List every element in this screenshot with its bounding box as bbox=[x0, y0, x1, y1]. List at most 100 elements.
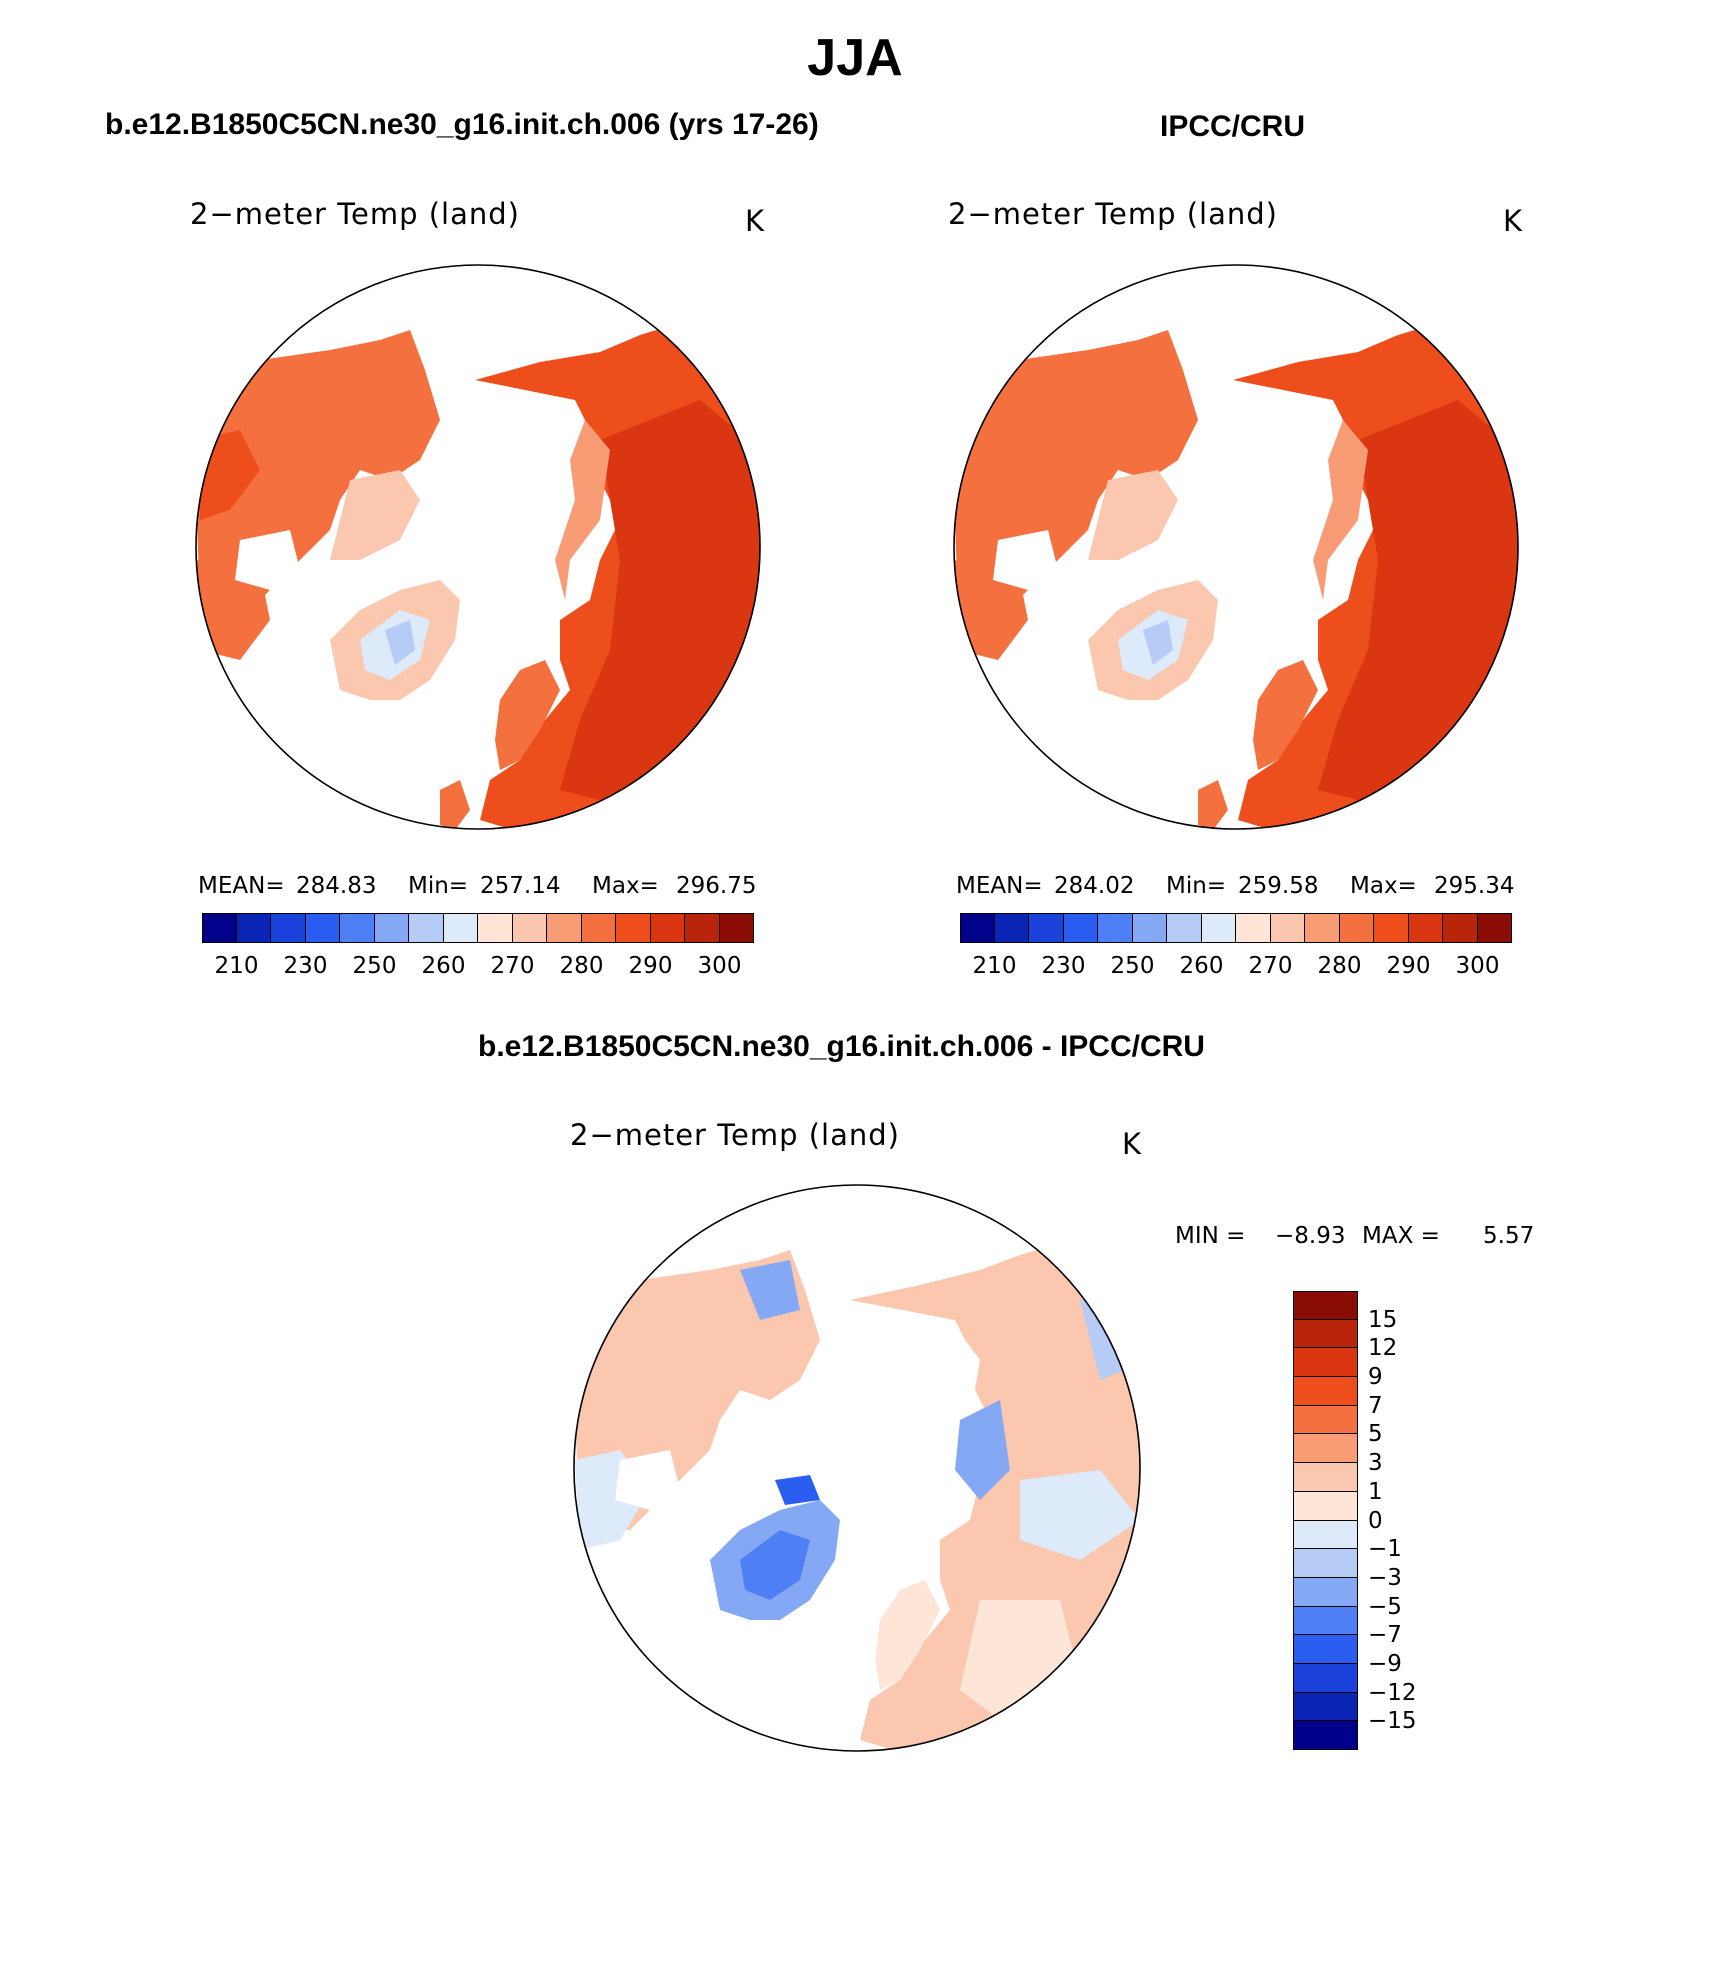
colorbar-swatch bbox=[1293, 1549, 1358, 1578]
model-colorbar-labels: 210 230 250 260 270 280 290 300 bbox=[202, 953, 754, 983]
colorbar-tick-label: 290 bbox=[1386, 953, 1431, 979]
obs-colorbar-labels: 210 230 250 260 270 280 290 300 bbox=[960, 953, 1512, 983]
colorbar-swatch bbox=[1293, 1606, 1358, 1636]
obs-map bbox=[954, 265, 1518, 829]
colorbar-tick-label: 12 bbox=[1368, 1335, 1398, 1362]
model-min-value: 257.14 bbox=[480, 873, 561, 899]
model-max-label: Max= bbox=[592, 873, 659, 899]
colorbar-swatch bbox=[650, 913, 685, 943]
colorbar-tick-label: 15 bbox=[1368, 1306, 1398, 1333]
obs-mean-label: MEAN= bbox=[956, 873, 1043, 899]
model-max-value: 296.75 bbox=[676, 873, 757, 899]
colorbar-tick-label: 280 bbox=[1317, 953, 1362, 979]
colorbar-swatch bbox=[1236, 913, 1271, 943]
colorbar-tick-label: 0 bbox=[1368, 1507, 1383, 1534]
colorbar-swatch bbox=[547, 913, 582, 943]
colorbar-swatch bbox=[1132, 913, 1167, 943]
colorbar-tick-label: −7 bbox=[1368, 1622, 1402, 1649]
colorbar-swatch bbox=[1374, 913, 1409, 943]
model-min-label: Min= bbox=[408, 873, 469, 899]
colorbar-tick-label: 5 bbox=[1368, 1421, 1383, 1448]
model-map bbox=[196, 265, 760, 829]
colorbar-swatch bbox=[409, 913, 444, 943]
colorbar-swatch bbox=[478, 913, 513, 943]
colorbar-swatch bbox=[719, 913, 754, 943]
colorbar-swatch bbox=[443, 913, 478, 943]
colorbar-tick-label: 300 bbox=[697, 953, 742, 979]
model-units-label: K bbox=[745, 204, 766, 238]
colorbar-tick-label: 3 bbox=[1368, 1450, 1383, 1477]
obs-panel-title: IPCC/CRU bbox=[1160, 110, 1306, 143]
diff-variable-label: 2−meter Temp (land) bbox=[570, 1118, 900, 1152]
obs-max-value: 295.34 bbox=[1434, 873, 1515, 899]
model-panel-title: b.e12.B1850C5CN.ne30_g16.init.ch.006 (yr… bbox=[105, 108, 819, 141]
colorbar-swatch bbox=[1293, 1692, 1358, 1722]
colorbar-tick-label: −1 bbox=[1368, 1536, 1402, 1563]
colorbar-swatch bbox=[1293, 1635, 1358, 1664]
figure-title: JJA bbox=[807, 29, 903, 87]
colorbar-tick-label: 230 bbox=[1041, 953, 1086, 979]
colorbar-swatch bbox=[1293, 1663, 1358, 1693]
diff-map-border bbox=[573, 1184, 1141, 1752]
obs-mean-value: 284.02 bbox=[1054, 873, 1135, 899]
colorbar-tick-label: 250 bbox=[1110, 953, 1155, 979]
obs-variable-label: 2−meter Temp (land) bbox=[948, 197, 1278, 231]
obs-colorbar bbox=[960, 913, 1512, 943]
colorbar-swatch bbox=[512, 913, 547, 943]
colorbar-tick-label: 7 bbox=[1368, 1392, 1383, 1419]
diff-colorbar-labels: 15 12 9 7 5 3 1 0 −1 −3 −5 −7 −9 −12 −15 bbox=[1368, 1291, 1458, 1750]
colorbar-tick-label: 260 bbox=[1179, 953, 1224, 979]
colorbar-tick-label: 250 bbox=[352, 953, 397, 979]
obs-min-value: 259.58 bbox=[1238, 873, 1319, 899]
colorbar-swatch bbox=[1477, 913, 1512, 943]
colorbar-tick-label: 9 bbox=[1368, 1364, 1383, 1391]
diff-colorbar bbox=[1293, 1291, 1358, 1750]
model-mean-label: MEAN= bbox=[198, 873, 285, 899]
colorbar-swatch bbox=[1293, 1377, 1358, 1406]
colorbar-tick-label: 260 bbox=[421, 953, 466, 979]
colorbar-tick-label: 270 bbox=[490, 953, 535, 979]
colorbar-swatch bbox=[236, 913, 271, 943]
obs-map-border bbox=[953, 264, 1519, 830]
obs-min-label: Min= bbox=[1166, 873, 1227, 899]
colorbar-tick-label: 230 bbox=[283, 953, 328, 979]
colorbar-swatch bbox=[1098, 913, 1133, 943]
obs-max-label: Max= bbox=[1350, 873, 1417, 899]
colorbar-swatch bbox=[581, 913, 616, 943]
obs-units-label: K bbox=[1503, 204, 1524, 238]
colorbar-swatch bbox=[1293, 1491, 1358, 1521]
colorbar-tick-label: 210 bbox=[214, 953, 259, 979]
diff-min-label: MIN = bbox=[1175, 1223, 1246, 1249]
colorbar-swatch bbox=[374, 913, 409, 943]
colorbar-swatch bbox=[1293, 1520, 1358, 1550]
colorbar-swatch bbox=[994, 913, 1029, 943]
colorbar-tick-label: −15 bbox=[1368, 1708, 1417, 1735]
colorbar-swatch bbox=[1293, 1319, 1358, 1349]
model-map-border bbox=[195, 264, 761, 830]
colorbar-swatch bbox=[1167, 913, 1202, 943]
model-mean-value: 284.83 bbox=[296, 873, 377, 899]
colorbar-swatch bbox=[685, 913, 720, 943]
colorbar-swatch bbox=[1443, 913, 1478, 943]
diff-units-label: K bbox=[1122, 1127, 1143, 1161]
diff-max-label: MAX = bbox=[1362, 1223, 1440, 1249]
colorbar-swatch bbox=[1293, 1434, 1358, 1464]
colorbar-tick-label: 1 bbox=[1368, 1478, 1383, 1505]
colorbar-swatch bbox=[1293, 1405, 1358, 1435]
colorbar-swatch bbox=[1293, 1721, 1358, 1750]
colorbar-swatch bbox=[1201, 913, 1236, 943]
colorbar-swatch bbox=[305, 913, 340, 943]
colorbar-swatch bbox=[1293, 1463, 1358, 1492]
colorbar-swatch bbox=[1293, 1291, 1358, 1320]
colorbar-swatch bbox=[960, 913, 995, 943]
model-variable-label: 2−meter Temp (land) bbox=[190, 197, 520, 231]
colorbar-swatch bbox=[1293, 1348, 1358, 1378]
colorbar-swatch bbox=[271, 913, 306, 943]
colorbar-swatch bbox=[1029, 913, 1064, 943]
colorbar-swatch bbox=[1293, 1577, 1358, 1607]
model-colorbar bbox=[202, 913, 754, 943]
colorbar-tick-label: 290 bbox=[628, 953, 673, 979]
diff-max-value: 5.57 bbox=[1483, 1223, 1535, 1249]
colorbar-swatch bbox=[616, 913, 651, 943]
